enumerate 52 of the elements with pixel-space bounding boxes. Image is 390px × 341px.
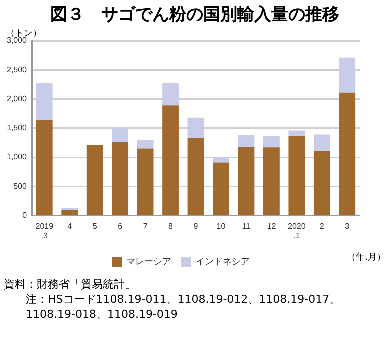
bar <box>339 92 356 216</box>
bar <box>62 210 78 216</box>
bar <box>36 82 53 120</box>
legend-label: マレーシア <box>126 256 172 266</box>
bar <box>339 58 356 93</box>
bar <box>314 134 330 152</box>
x-tick-label: 10 <box>216 222 226 231</box>
x-tick-label: 4 <box>68 222 73 231</box>
y-tick-label: 2,500 <box>6 65 28 74</box>
bar <box>314 151 330 216</box>
chart-title: 図３ サゴでん粉の国別輸入量の推移 <box>50 4 340 27</box>
bar <box>238 147 255 216</box>
x-tick-label: 2019 .3 <box>36 222 54 240</box>
bar <box>36 120 53 216</box>
x-tick-label: 3 <box>345 222 350 231</box>
bar <box>86 145 104 216</box>
x-tick-label: 7 <box>143 222 148 231</box>
x-tick-label: 9 <box>194 222 199 231</box>
bar <box>288 136 306 216</box>
bar <box>288 130 306 137</box>
x-tick-label: 2 <box>320 222 325 231</box>
bar <box>137 140 154 149</box>
bar <box>162 84 179 106</box>
x-tick-label: 11 <box>242 222 252 231</box>
y-tick-label: 500 <box>14 182 28 191</box>
y-tick-label: 2,000 <box>6 94 28 104</box>
bar <box>188 138 204 216</box>
bar <box>238 135 255 148</box>
x-tick-label: 5 <box>92 222 98 231</box>
text: 注：HSコード1108.19-011、1108.19-012、1108.19-017、1108.19-018、1108.19-019 <box>25 292 342 322</box>
x-axis-title: （年.月） <box>347 252 386 264</box>
bar <box>112 128 129 142</box>
legend-label: インドネシア <box>196 256 250 266</box>
bar <box>62 208 78 211</box>
text: 資料：財務省「貿易統計」 <box>4 277 137 292</box>
bar <box>137 148 154 216</box>
y-axis-title: （トン） <box>6 28 42 39</box>
x-tick-label: 8 <box>168 222 174 231</box>
x-tick-label: 6 <box>118 222 124 231</box>
y-tick-label: 1,000 <box>6 152 28 162</box>
bar <box>162 106 179 216</box>
bar <box>213 162 230 216</box>
bar <box>264 148 280 216</box>
bar <box>213 156 230 163</box>
y-tick-label: 0 <box>22 211 28 220</box>
y-tick-label: 3,000 <box>6 36 28 46</box>
x-tick-label: 12 <box>267 222 277 231</box>
bar <box>264 136 280 148</box>
bar <box>112 142 129 216</box>
bar <box>188 118 204 138</box>
y-tick-label: 1,500 <box>6 124 28 133</box>
x-tick-label: 2020 .1 <box>288 222 306 240</box>
